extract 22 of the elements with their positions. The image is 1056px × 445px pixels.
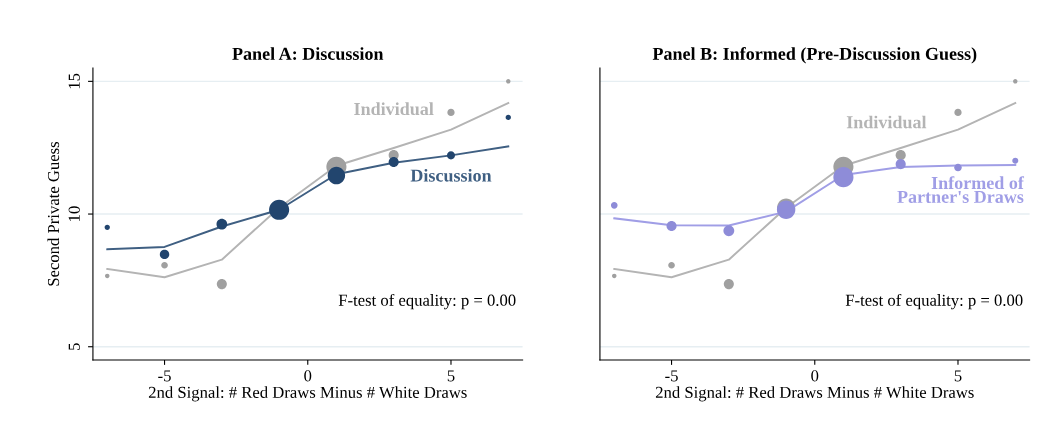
series-label: Individual <box>846 115 927 129</box>
line-series <box>106 102 510 279</box>
x-tick-label: -5 <box>665 370 678 382</box>
annotation: F-test of equality: p = 0.00 <box>845 293 1023 310</box>
chart-title: Panel B: Informed (Pre-Discussion Guess) <box>652 47 977 64</box>
x-axis-title: 2nd Signal: # Red Draws Minus # White Draws <box>655 386 974 402</box>
y-axis-title: Second Private Guess <box>47 141 60 286</box>
x-axis-title: 2nd Signal: # Red Draws Minus # White Draws <box>148 386 467 402</box>
x-tick-label: 0 <box>304 370 312 382</box>
x-tick-label: 5 <box>954 370 962 382</box>
series-label: Informed of Partner's Draws <box>897 176 1025 203</box>
x-tick-label: 0 <box>811 370 819 382</box>
series-label: Individual <box>354 102 434 116</box>
line-series <box>106 145 510 251</box>
chart-title: Panel A: Discussion <box>232 47 384 61</box>
y-tick-label: 10 <box>68 206 80 221</box>
y-tick-label: 5 <box>68 343 80 350</box>
x-tick-label: -5 <box>158 370 171 382</box>
annotation: F-test of equality: p = 0.00 <box>338 293 516 310</box>
y-tick-label: 15 <box>68 73 80 89</box>
series-label: Discussion <box>410 168 492 182</box>
x-tick-label: 5 <box>447 370 455 382</box>
